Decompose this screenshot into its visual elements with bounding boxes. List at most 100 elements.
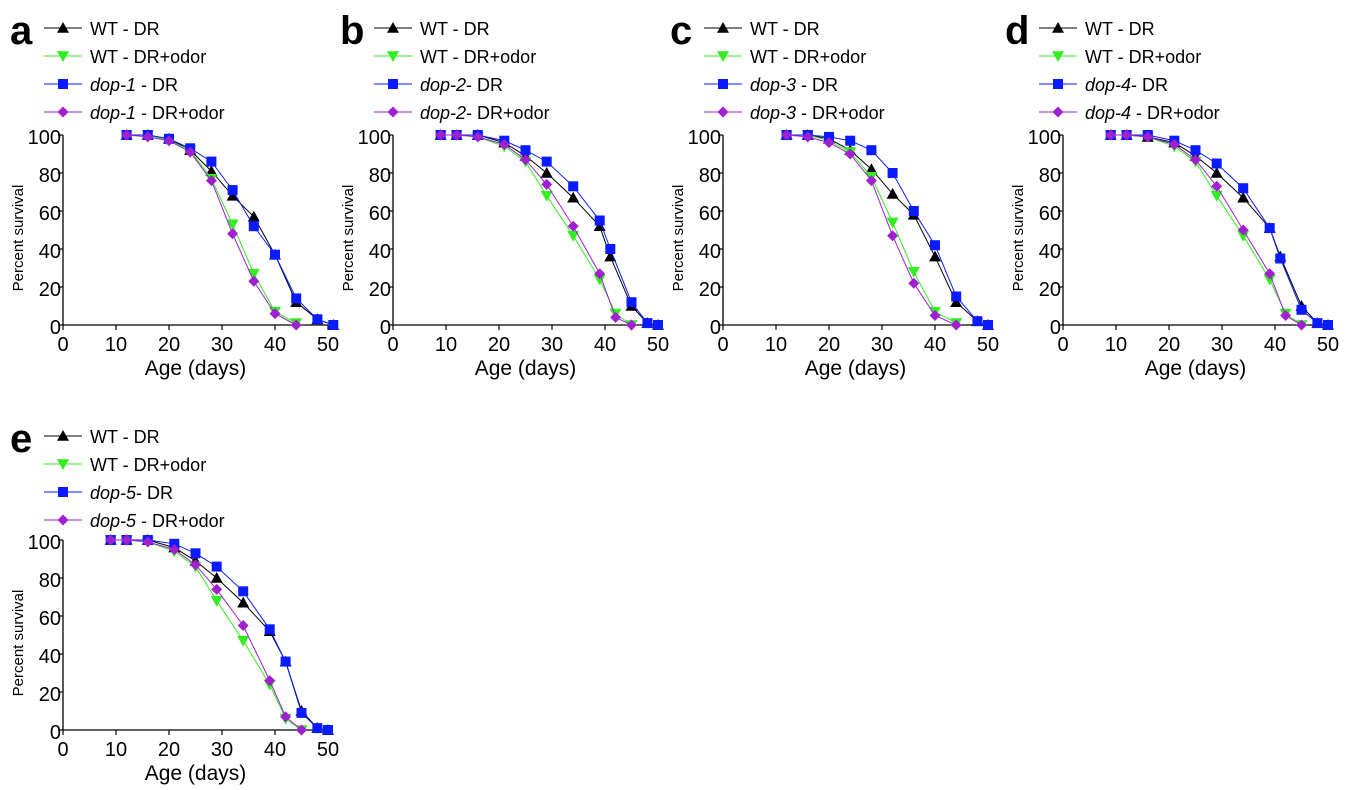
legend-marker [58, 487, 68, 497]
data-point [1238, 183, 1249, 194]
x-tick-label: 20 [818, 334, 840, 356]
data-point [568, 181, 579, 192]
series [781, 130, 993, 330]
data-point [121, 534, 133, 546]
series-line [126, 134, 334, 326]
data-point [1264, 223, 1275, 234]
y-tick-label: 40 [39, 646, 61, 668]
legend-marker [1052, 22, 1064, 33]
x-axis-title: Age (days) [475, 357, 577, 380]
panel-d: d WT - DR WT - DR+odor dop-4- DR dop-4 - DR+… [1005, 9, 1339, 380]
x-tick-label: 50 [977, 334, 999, 356]
data-point [845, 135, 856, 146]
data-point [540, 191, 553, 202]
data-point [280, 711, 292, 723]
data-point [247, 210, 260, 222]
data-point [121, 129, 133, 141]
data-point [190, 548, 201, 559]
data-point [908, 277, 920, 289]
data-point [520, 145, 531, 156]
data-point [604, 250, 617, 262]
data-point [951, 291, 962, 302]
data-point [929, 310, 941, 321]
legend-label: dop-1 - DR+odor [90, 103, 225, 123]
legend-marker [717, 22, 729, 33]
data-point [142, 536, 154, 548]
x-tick-label: 20 [158, 334, 180, 356]
series [434, 130, 638, 331]
data-point [642, 318, 653, 329]
data-point [312, 723, 323, 734]
data-point [1190, 154, 1201, 166]
data-point [1275, 253, 1286, 264]
legend-marker [1052, 106, 1064, 118]
legend-marker [57, 459, 69, 470]
y-tick-label: 100 [28, 532, 61, 554]
y-tick-label: 80 [369, 165, 391, 187]
x-tick-label: 10 [765, 334, 787, 356]
y-tick-label: 20 [699, 279, 721, 301]
legend-label: dop-5 - DR+odor [90, 511, 225, 531]
series [435, 130, 663, 330]
data-point [887, 168, 898, 178]
x-axis-title: Age (days) [1145, 357, 1247, 380]
legend-label: WT - DR [420, 19, 490, 39]
data-point [541, 156, 552, 167]
legend-marker [388, 79, 398, 89]
data-point [296, 707, 307, 718]
legend-marker [57, 106, 69, 118]
legend-marker [57, 430, 69, 441]
legend-label: dop-2- DR+odor [420, 103, 550, 123]
y-tick-label: 60 [39, 608, 61, 630]
data-point [1263, 274, 1276, 286]
x-tick-label: 30 [211, 739, 233, 761]
series [104, 535, 308, 736]
legend-label: dop-3 - DR [750, 75, 838, 95]
data-point [866, 145, 877, 156]
y-tick-label: 20 [39, 279, 61, 301]
data-point [540, 167, 553, 178]
data-point [184, 146, 196, 158]
data-point [435, 129, 447, 141]
data-point [950, 319, 962, 331]
series [1105, 129, 1307, 331]
legend-label: WT - DR+odor [90, 455, 206, 475]
y-tick-label: 40 [369, 241, 391, 263]
data-point [248, 275, 260, 287]
x-tick-label: 30 [541, 334, 563, 356]
data-point [237, 635, 250, 647]
x-tick-label: 10 [105, 334, 127, 356]
legend-marker [387, 51, 399, 62]
x-tick-label: 0 [1057, 334, 1068, 356]
data-point [1211, 158, 1222, 169]
data-point [1210, 167, 1223, 178]
y-tick-label: 0 [1050, 317, 1061, 339]
data-point [1237, 224, 1249, 236]
legend-label: dop-4 - DR+odor [1085, 103, 1220, 123]
y-tick-label: 80 [1039, 165, 1061, 187]
data-point [323, 725, 333, 735]
x-tick-label: 50 [647, 334, 669, 356]
y-tick-label: 60 [369, 203, 391, 225]
data-point [972, 316, 983, 327]
data-point [1142, 131, 1154, 143]
y-axis-title: Percent survival [1010, 185, 1027, 292]
data-point [312, 314, 323, 325]
data-point [328, 320, 339, 330]
data-point [247, 268, 260, 280]
series [121, 130, 339, 330]
series [105, 534, 307, 736]
data-point [930, 240, 940, 251]
legend-label: WT - DR+odor [420, 47, 536, 67]
legend-marker [717, 51, 729, 62]
data-point [296, 724, 307, 736]
legend-label: WT - DR+odor [750, 47, 866, 67]
legend-label: dop-5- DR [90, 483, 173, 503]
series [781, 129, 962, 331]
legend-marker [387, 22, 399, 33]
data-point [169, 538, 180, 549]
data-point [541, 178, 553, 190]
legend-marker [1052, 51, 1064, 62]
x-tick-label: 0 [387, 334, 398, 356]
